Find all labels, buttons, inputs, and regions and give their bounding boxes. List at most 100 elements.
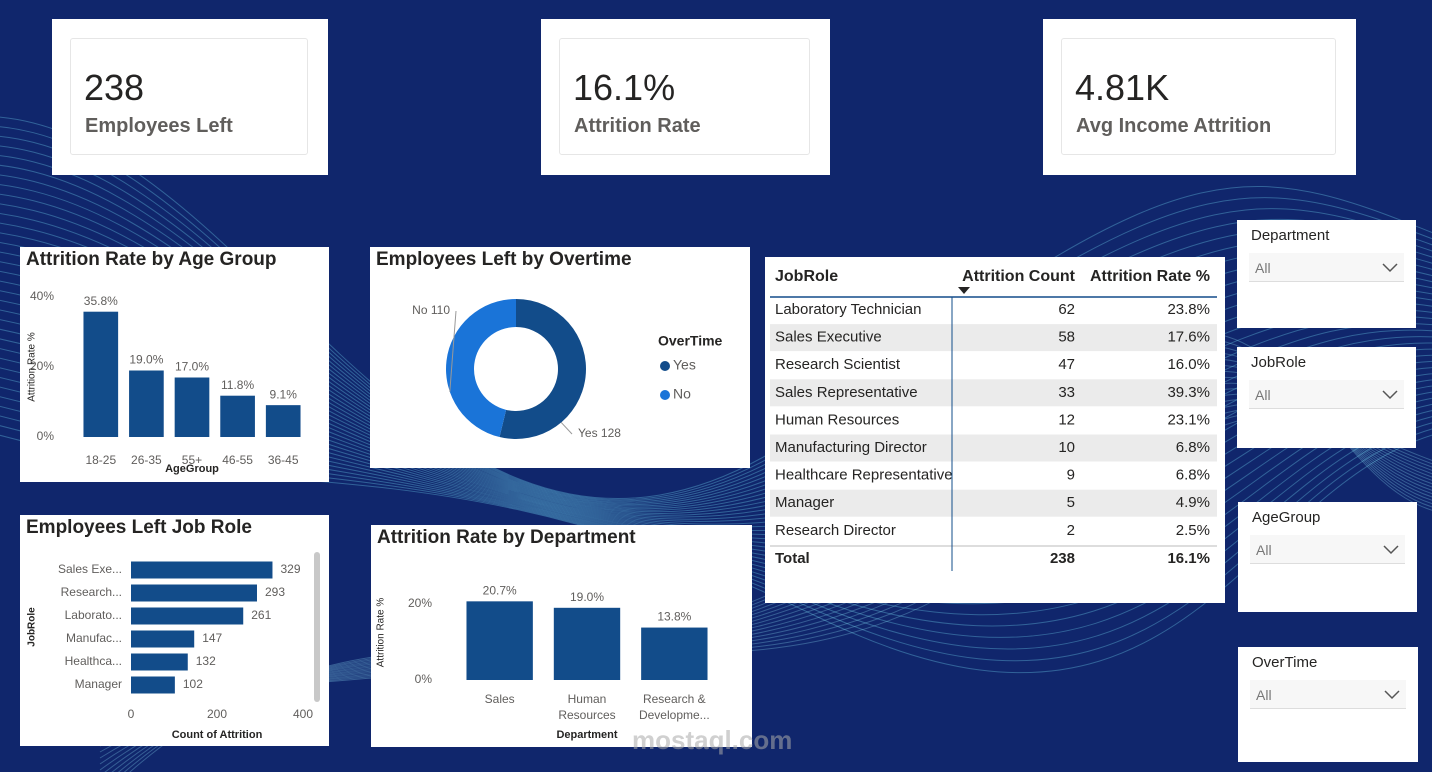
chart-title: Attrition Rate by Age Group (26, 249, 277, 270)
x-tick-label: Human Resources (558, 692, 616, 722)
slicer-title: Department (1251, 227, 1330, 244)
x-tick-label-box: Research & Developme... (639, 692, 710, 722)
chevron-icon (1383, 545, 1399, 555)
slicer-value: All (1255, 260, 1271, 276)
value-label: 17.0% (175, 360, 209, 374)
bar (220, 395, 255, 437)
y-tick-label: Manager (75, 677, 122, 691)
leader-line (560, 422, 573, 435)
kpi-value: 4.81K (1075, 67, 1170, 108)
row-shade (770, 434, 1217, 462)
x-tick-label-box: Sales (484, 692, 515, 706)
table-cell: Human Resources (775, 411, 899, 428)
kpi-box: 238 Employees Left (70, 38, 308, 155)
x-tick-label: Sales (484, 692, 515, 706)
table-cell: 6.8% (1176, 439, 1210, 456)
legend-label: Yes (673, 357, 696, 373)
chart-panel: Attrition Rate by Department 0% 20% Attriti… (371, 525, 752, 747)
y-tick-label: 20% (408, 596, 432, 610)
x-tick-label-box: 46-55 (222, 453, 253, 467)
donut-slice (499, 299, 586, 439)
slicer-dropdown[interactable]: All (1249, 380, 1404, 409)
x-tick-label: 400 (293, 707, 313, 721)
x-tick-label-box: 26-35 (131, 453, 162, 467)
slicer: JobRole All (1237, 347, 1416, 448)
table-cell: Healthcare Representative (775, 467, 953, 484)
bar (129, 370, 164, 437)
table-cell: Research Director (775, 522, 896, 539)
bar (174, 377, 210, 437)
kpi-box: 4.81K Avg Income Attrition (1061, 38, 1336, 155)
chevron (1382, 263, 1398, 273)
kpi-label: Attrition Rate (574, 115, 701, 137)
chevron (1384, 690, 1400, 700)
y-axis-label: JobRole (27, 607, 38, 647)
slicer-value: All (1256, 687, 1272, 703)
x-axis-label: AgeGroup (165, 463, 219, 475)
table-cell: 6.8% (1176, 467, 1210, 484)
row-shade (770, 324, 1217, 352)
x-tick-label: 18-25 (85, 453, 117, 467)
column-header: Attrition Rate % (1090, 268, 1210, 285)
table-cell: Laboratory Technician (775, 301, 921, 318)
y-tick-label: 0% (37, 429, 55, 443)
value-label: 132 (196, 654, 216, 668)
table-cell: 2.5% (1176, 522, 1210, 539)
slicer-title: JobRole (1251, 354, 1307, 371)
chevron-icon (1382, 263, 1398, 273)
chart-title: Attrition Rate by Department (377, 527, 636, 548)
x-tick-label: 55+ (181, 453, 203, 467)
x-tick-label-box: Human Resources (558, 692, 616, 722)
table-cell: 33 (1058, 384, 1075, 401)
chevron-icon (1384, 690, 1400, 700)
bar (131, 653, 188, 671)
value-label: 329 (280, 562, 300, 576)
x-axis-label: Count of Attrition (172, 729, 263, 741)
table-cell: Sales Executive (775, 329, 882, 346)
slicer-dropdown[interactable]: All (1250, 535, 1405, 564)
slice-category: Yes (578, 426, 598, 440)
value-label: 293 (265, 585, 285, 599)
value-label: 261 (251, 608, 271, 622)
column-header: JobRole (775, 268, 838, 285)
row-shade (770, 379, 1217, 407)
legend-marker (660, 361, 670, 371)
x-tick-label: 36-45 (267, 453, 299, 467)
table-cell: 47 (1058, 356, 1075, 373)
wave-line (0, 126, 1432, 501)
table-cell: Research Scientist (775, 356, 901, 373)
table-cell: 23.8% (1167, 301, 1210, 318)
bar (265, 405, 301, 437)
x-tick-label-box: 55+ (181, 453, 203, 467)
y-tick-label: Sales Exe... (58, 562, 122, 576)
chart-panel: Attrition Rate by Age Group 0% 20% 40% Attri… (20, 247, 329, 482)
x-tick-label: 46-55 (222, 453, 253, 467)
slicer-dropdown[interactable]: All (1250, 680, 1406, 709)
kpi-value: 16.1% (573, 67, 676, 108)
slice-label: Yes 128 (578, 426, 621, 440)
bar (83, 311, 119, 437)
slicer-dropdown[interactable]: All (1249, 253, 1404, 282)
kpi-card: 4.81K Avg Income Attrition (1043, 19, 1356, 175)
table-cell: Manager (775, 494, 834, 511)
value-label: 13.8% (657, 610, 691, 624)
legend-marker (660, 390, 670, 400)
slicer: Department All (1237, 220, 1416, 328)
kpi-value: 238 (84, 67, 145, 108)
donut-slice (446, 299, 516, 438)
value-label: 20.7% (483, 584, 517, 598)
table-cell: 62 (1058, 301, 1075, 318)
sort-arrow (958, 287, 970, 294)
slicer-value: All (1255, 387, 1271, 403)
chevron-icon (1382, 390, 1398, 400)
slicer: OverTime All (1238, 647, 1418, 762)
chevron (1382, 390, 1398, 400)
y-axis-label: Attrition Rate % (376, 598, 387, 668)
y-tick-label: 0% (415, 672, 433, 686)
table-cell: 10 (1058, 439, 1075, 456)
x-axis-label: Department (556, 729, 617, 741)
chart-title: Employees Left by Overtime (376, 249, 632, 270)
wave-line (0, 116, 1432, 499)
